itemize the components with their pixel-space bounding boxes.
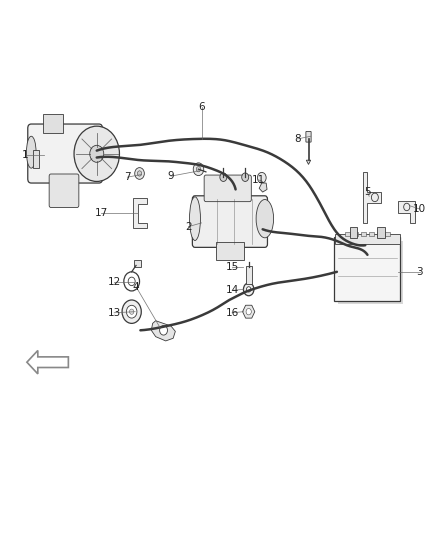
- Circle shape: [90, 146, 104, 163]
- FancyBboxPatch shape: [350, 228, 357, 238]
- Ellipse shape: [26, 136, 36, 168]
- Circle shape: [122, 300, 141, 324]
- Circle shape: [196, 166, 201, 172]
- Text: 2: 2: [185, 222, 192, 232]
- FancyBboxPatch shape: [28, 124, 102, 183]
- FancyBboxPatch shape: [204, 175, 251, 201]
- FancyBboxPatch shape: [306, 132, 311, 142]
- Circle shape: [135, 167, 145, 179]
- Text: 11: 11: [252, 175, 265, 185]
- Text: 5: 5: [364, 187, 371, 197]
- FancyBboxPatch shape: [336, 234, 399, 245]
- Text: 7: 7: [124, 172, 131, 182]
- Circle shape: [258, 172, 266, 183]
- Circle shape: [74, 126, 120, 181]
- FancyBboxPatch shape: [378, 228, 385, 238]
- FancyBboxPatch shape: [338, 241, 403, 304]
- Text: 17: 17: [95, 208, 108, 219]
- Circle shape: [130, 309, 134, 314]
- Polygon shape: [363, 172, 381, 223]
- Text: 3: 3: [417, 267, 423, 277]
- Polygon shape: [151, 321, 175, 341]
- Text: 13: 13: [108, 308, 121, 318]
- Text: 4: 4: [133, 282, 139, 292]
- Text: 10: 10: [413, 204, 427, 214]
- Polygon shape: [398, 200, 416, 223]
- Circle shape: [242, 173, 249, 181]
- Text: 15: 15: [226, 262, 239, 271]
- Ellipse shape: [190, 197, 201, 240]
- FancyBboxPatch shape: [377, 232, 382, 236]
- Text: 9: 9: [168, 171, 174, 181]
- Circle shape: [244, 283, 254, 296]
- FancyBboxPatch shape: [353, 232, 358, 236]
- FancyBboxPatch shape: [369, 232, 374, 236]
- Circle shape: [220, 173, 227, 181]
- Text: 16: 16: [226, 308, 239, 318]
- Ellipse shape: [256, 199, 274, 238]
- Circle shape: [138, 171, 142, 176]
- FancyBboxPatch shape: [385, 232, 390, 236]
- FancyBboxPatch shape: [246, 266, 252, 284]
- Circle shape: [159, 326, 167, 335]
- Circle shape: [246, 309, 251, 315]
- Polygon shape: [133, 198, 147, 228]
- FancyBboxPatch shape: [345, 232, 350, 236]
- FancyBboxPatch shape: [335, 237, 400, 301]
- FancyBboxPatch shape: [134, 260, 141, 267]
- FancyBboxPatch shape: [32, 150, 39, 168]
- Text: 1: 1: [21, 150, 28, 160]
- Circle shape: [247, 287, 251, 292]
- Text: 14: 14: [226, 286, 239, 295]
- Text: 8: 8: [294, 134, 301, 144]
- FancyBboxPatch shape: [216, 241, 244, 260]
- Circle shape: [127, 305, 137, 318]
- Text: 6: 6: [198, 102, 205, 112]
- Polygon shape: [306, 160, 311, 165]
- FancyBboxPatch shape: [192, 196, 268, 247]
- FancyBboxPatch shape: [43, 115, 63, 133]
- Text: 12: 12: [108, 278, 121, 287]
- Polygon shape: [259, 183, 267, 192]
- Circle shape: [193, 163, 204, 175]
- FancyBboxPatch shape: [49, 174, 79, 207]
- FancyBboxPatch shape: [361, 232, 366, 236]
